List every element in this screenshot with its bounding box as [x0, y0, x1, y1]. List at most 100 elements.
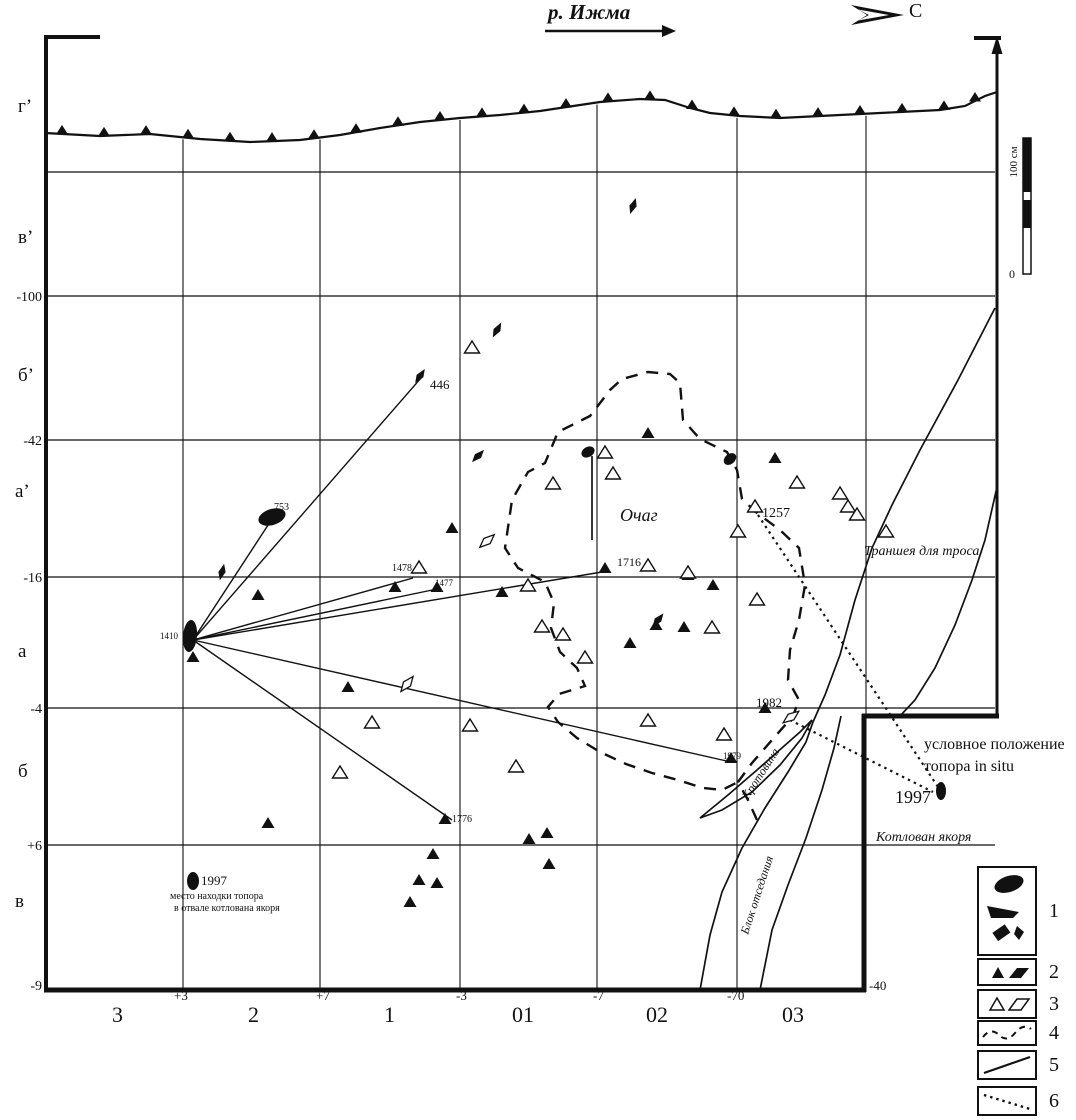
filled-triangle-marker: [251, 589, 265, 600]
offset-label: -3: [456, 988, 467, 1003]
bank-hachure-icon: [602, 92, 614, 102]
column-label: 3: [112, 1002, 123, 1027]
open-triangle-marker: [703, 619, 721, 634]
border-up-arrow-icon: [991, 36, 1003, 54]
filled-sliver-marker: [652, 613, 664, 627]
stone-find-marker: [936, 782, 946, 800]
bank-hachure-icon: [434, 111, 446, 121]
bank-hachure-icon: [224, 131, 236, 142]
open-triangle-marker: [729, 523, 747, 538]
open-triangle-marker: [410, 559, 428, 574]
legend-item-number: 2: [1049, 960, 1059, 983]
row-label: б’: [18, 365, 34, 386]
refit-line: [192, 518, 273, 641]
filled-triangle-marker: [403, 896, 417, 907]
filled-sliver-marker: [629, 197, 637, 215]
stone-find-marker: [187, 872, 199, 890]
filled-triangle-marker: [522, 833, 536, 844]
north-arrow-icon: [851, 5, 904, 25]
open-triangle-marker: [363, 714, 381, 729]
scale-bar: 100 см 0: [1008, 137, 1032, 281]
legend-item-5: 5: [977, 1050, 1059, 1080]
find-number-label: 1982: [756, 695, 782, 710]
refit-line: [192, 639, 453, 821]
legend-symbol-solid-line-icon: [983, 1055, 1031, 1075]
bank-hachure-icon: [476, 107, 488, 117]
open-triangle-marker: [519, 577, 537, 592]
legend-symbol-dotted-line-icon: [983, 1093, 1031, 1111]
open-triangle-marker: [639, 557, 657, 572]
row-label: а: [18, 641, 27, 662]
filled-triangle-marker: [445, 522, 459, 533]
open-sliver-marker: [478, 533, 496, 549]
open-sliver-marker: [399, 675, 415, 693]
open-triangle-marker: [715, 726, 733, 741]
find-number-label: 1776: [452, 814, 472, 825]
river-direction-label: р. Ижма: [548, 0, 631, 24]
open-triangle-marker: [331, 764, 349, 779]
legend-item-number: 3: [1049, 992, 1059, 1015]
filled-triangle-marker: [495, 586, 509, 597]
hearth-boundary-dashed: [503, 370, 807, 821]
elevation-label: -9: [30, 979, 42, 994]
krotovina-outline: [699, 719, 813, 819]
bank-hachure-icon: [518, 103, 530, 114]
bank-hachure-icon: [644, 90, 656, 100]
find-number-label: 1410: [160, 631, 179, 641]
column-label: 01: [512, 1002, 534, 1027]
slump-block-right-curve: [759, 715, 842, 991]
filled-triangle-marker: [438, 813, 452, 824]
filled-triangle-marker: [641, 427, 655, 438]
open-triangle-marker: [748, 591, 766, 606]
elevation-label: -16: [23, 571, 42, 586]
bank-hachure-icon: [770, 108, 782, 119]
bank-hachure-icon: [812, 107, 824, 117]
filled-triangle-marker: [768, 452, 782, 463]
open-triangle-marker: [877, 523, 895, 538]
open-sliver-marker: [781, 710, 801, 724]
legend-item-number: 1: [1049, 899, 1059, 922]
filled-triangle-marker: [706, 579, 720, 590]
filled-sliver-marker: [492, 322, 502, 338]
column-label: 2: [248, 1002, 259, 1027]
projection-dotted-line: [757, 514, 939, 788]
open-triangle-marker: [746, 498, 764, 513]
legend-item-number: 6: [1049, 1089, 1059, 1112]
column-label: 03: [782, 1002, 804, 1027]
open-triangle-marker: [831, 485, 849, 500]
row-label: г’: [18, 96, 32, 117]
legend-item-number: 5: [1049, 1053, 1059, 1076]
find-number-label: 1477: [435, 578, 454, 588]
open-triangle-marker: [463, 339, 481, 354]
bank-hachure-icon: [308, 129, 320, 139]
bank-hachure-icon: [938, 100, 950, 110]
filled-triangle-marker: [426, 848, 440, 859]
open-triangle-marker: [788, 474, 806, 489]
cable-trench-curve: [899, 486, 998, 717]
open-triangle-marker: [576, 649, 594, 664]
bank-hachure-icon: [392, 116, 404, 126]
legend-item-3: 3: [977, 989, 1059, 1019]
bank-hachure-icon: [969, 92, 981, 102]
open-triangle-marker: [639, 712, 657, 727]
find-number-label: 1257: [762, 506, 790, 521]
legend-item-6: 6: [977, 1086, 1059, 1116]
bank-hachure-icon: [140, 125, 152, 135]
legend-item-1: 1: [977, 866, 1059, 956]
bank-hachure-icon: [560, 98, 572, 108]
river-direction-arrow-icon: [545, 25, 676, 37]
find-number-label: 1478: [392, 563, 412, 574]
elevation-label: -4: [30, 702, 42, 717]
annotation-label: Очаг: [620, 505, 658, 525]
row-label: б: [18, 761, 28, 782]
annotation-label: топора in situ: [924, 758, 1014, 775]
annotation-label: Блок отседания: [737, 854, 776, 937]
column-label: 02: [646, 1002, 668, 1027]
stone-find-marker: [723, 453, 737, 465]
bank-hachure-icon: [56, 124, 68, 135]
filled-sliver-marker: [218, 563, 226, 581]
terrace-edge-curve: [699, 307, 996, 991]
filled-triangle-marker: [388, 581, 402, 592]
annotation-label: место находки топора: [170, 891, 264, 902]
open-triangle-marker: [839, 498, 857, 513]
